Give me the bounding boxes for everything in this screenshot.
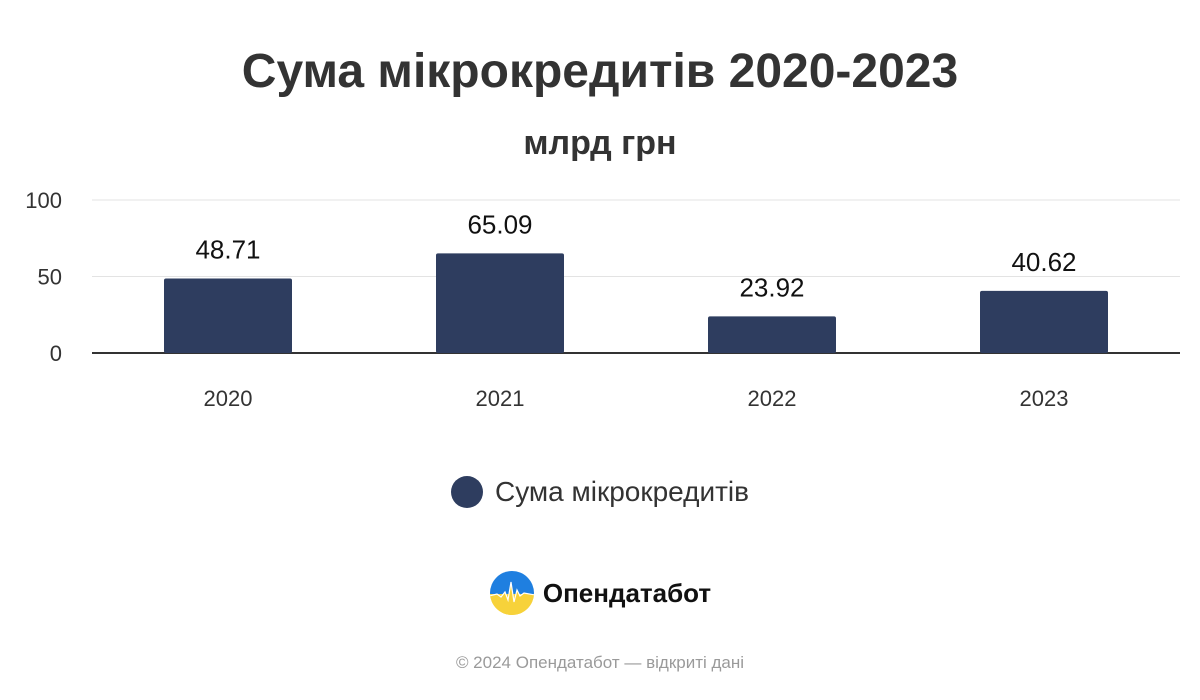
bar-2023[interactable] — [980, 290, 1108, 353]
y-tick-label: 0 — [50, 341, 62, 366]
data-labels: 48.71 65.09 23.92 40.62 — [195, 209, 1076, 302]
chart-subtitle: млрд грн — [523, 124, 677, 162]
chart-title: Сума мікрокредитів 2020-2023 — [241, 45, 959, 98]
opendatabot-logo-icon — [489, 571, 534, 615]
data-label: 48.71 — [195, 234, 260, 264]
legend-swatch — [450, 476, 483, 508]
data-label: 23.92 — [739, 272, 804, 302]
x-tick-label: 2023 — [1020, 386, 1069, 411]
brand: Опендатабот — [0, 570, 1200, 616]
bar-2020[interactable] — [164, 278, 292, 353]
x-tick-label: 2020 — [204, 386, 253, 411]
bar-2021[interactable] — [436, 253, 564, 353]
y-tick-label: 50 — [38, 265, 62, 290]
x-tick-label: 2021 — [476, 386, 525, 411]
footer-copyright: © 2024 Опендатабот — відкриті дані — [455, 653, 745, 672]
bar-chart: 0 50 100 48.71 65.09 23.92 40.62 2020 2021 2022… — [25, 188, 1180, 411]
y-axis-ticks: 0 50 100 — [25, 188, 62, 366]
data-label: 40.62 — [1011, 247, 1076, 277]
x-axis-ticks: 2020 2021 2022 2023 — [204, 386, 1069, 411]
legend[interactable]: Сума мікрокредитів — [0, 474, 1200, 510]
legend-label: Сума мікрокредитів — [494, 476, 750, 507]
data-label: 65.09 — [467, 209, 532, 239]
x-tick-label: 2022 — [748, 386, 797, 411]
y-tick-label: 100 — [25, 188, 62, 213]
bars — [164, 253, 1108, 353]
brand-name: Опендатабот — [542, 577, 712, 608]
bar-2022[interactable] — [708, 316, 836, 353]
